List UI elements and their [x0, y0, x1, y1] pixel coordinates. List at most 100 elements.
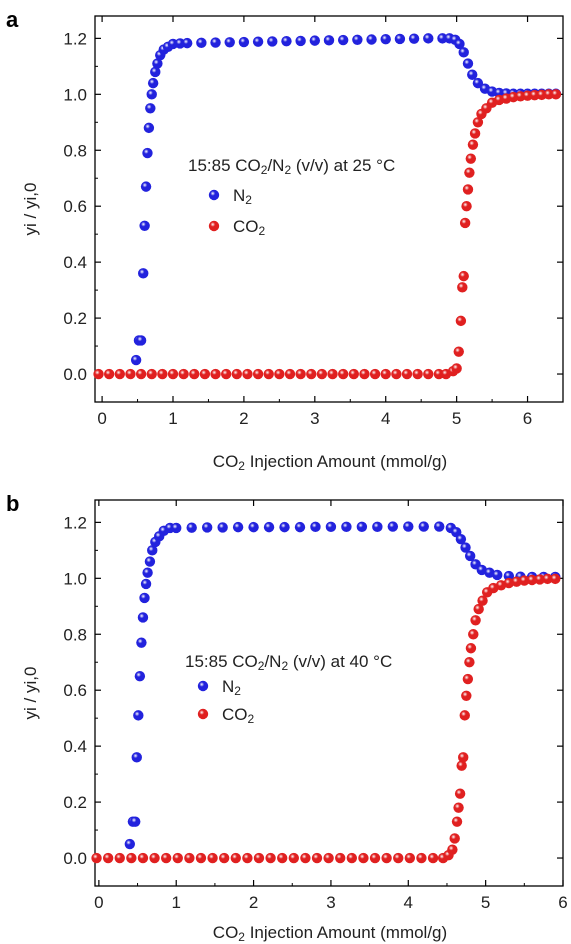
data-point-n2 — [124, 838, 136, 850]
data-point-n2 — [281, 35, 292, 47]
data-point-co2 — [114, 852, 125, 864]
data-point-n2 — [146, 89, 157, 100]
data-point-co2 — [457, 282, 468, 293]
panel-letter: b — [6, 491, 19, 516]
data-point-co2 — [125, 368, 136, 380]
text-run: Injection Amount (mmol/g) — [245, 452, 447, 471]
data-point-n2 — [186, 522, 197, 533]
subscript: 2 — [259, 224, 266, 238]
data-point-co2 — [189, 368, 200, 380]
y-tick-label: 0.2 — [63, 309, 87, 328]
data-point-co2 — [393, 852, 404, 864]
data-point-n2 — [147, 77, 159, 89]
data-point-co2 — [401, 368, 413, 380]
data-point-n2 — [130, 816, 141, 827]
data-point-n2 — [310, 521, 321, 533]
data-point-co2 — [146, 368, 157, 380]
data-point-n2 — [454, 38, 465, 50]
data-point-co2 — [451, 816, 463, 827]
data-point-co2 — [199, 368, 211, 380]
data-point-n2 — [352, 34, 363, 45]
data-point-co2 — [464, 167, 475, 178]
data-point-co2 — [404, 852, 416, 864]
data-point-co2 — [306, 368, 317, 380]
data-point-co2 — [263, 368, 274, 380]
data-point-n2 — [434, 521, 445, 532]
x-tick-label: 1 — [168, 409, 177, 428]
data-point-co2 — [465, 643, 477, 654]
series-co2 — [93, 89, 562, 380]
x-tick-label: 3 — [310, 409, 319, 428]
data-point-n2 — [252, 36, 264, 47]
x-tick-label: 0 — [97, 409, 106, 428]
text-run: CO — [213, 923, 239, 942]
data-point-co2 — [447, 844, 458, 855]
data-point-n2 — [133, 710, 144, 721]
data-point-n2 — [238, 36, 250, 48]
data-point-n2 — [142, 147, 153, 159]
y-tick-label: 1.0 — [63, 569, 87, 588]
text-run: N — [233, 186, 245, 205]
data-point-n2 — [462, 58, 474, 69]
data-point-n2 — [394, 33, 406, 45]
chart-panel-a: a0 1 2 3 4 5 60.00.20.40.60.81.01.215:85 CO2/N… — [6, 7, 564, 473]
text-run: CO — [222, 705, 248, 724]
data-point-co2 — [469, 128, 481, 139]
data-point-co2 — [467, 139, 479, 150]
y-tick-label: 0.8 — [63, 625, 87, 644]
data-point-co2 — [160, 852, 172, 864]
subscript: 2 — [261, 163, 268, 177]
x-tick-label: 5 — [481, 893, 490, 912]
data-point-co2 — [455, 315, 467, 327]
data-point-n2 — [138, 268, 149, 279]
text-run: (v/v) at 25 °C — [291, 156, 395, 175]
text-run: CO — [213, 452, 239, 471]
text-run: N — [222, 677, 234, 696]
data-point-n2 — [492, 569, 503, 581]
data-point-co2 — [93, 368, 104, 380]
data-point-n2 — [140, 181, 152, 192]
data-point-n2 — [201, 522, 213, 533]
series-n2 — [124, 521, 561, 850]
data-point-co2 — [470, 615, 481, 626]
data-point-co2 — [230, 852, 241, 864]
y-tick-label: 1.2 — [63, 29, 87, 48]
x-axis-title: CO2 Injection Amount (mmol/g) — [213, 452, 447, 473]
data-point-n2 — [341, 521, 352, 533]
data-point-n2 — [380, 34, 391, 45]
text-run: (v/v) at 40 °C — [288, 652, 392, 671]
data-point-n2 — [196, 37, 207, 49]
data-point-n2 — [387, 521, 399, 532]
data-point-co2 — [242, 852, 253, 864]
x-tick-label: 0 — [94, 893, 103, 912]
data-point-n2 — [135, 335, 147, 346]
data-point-co2 — [550, 573, 561, 585]
data-point-co2 — [274, 368, 285, 380]
data-point-n2 — [210, 37, 221, 48]
data-point-co2 — [465, 153, 477, 164]
data-point-co2 — [451, 363, 462, 374]
data-point-n2 — [131, 752, 142, 763]
legend-marker-n2 — [197, 680, 209, 692]
subscript: 2 — [238, 459, 245, 473]
data-point-co2 — [114, 368, 126, 380]
data-point-n2 — [130, 354, 142, 366]
data-point-co2 — [454, 788, 466, 799]
data-point-n2 — [171, 522, 182, 534]
x-tick-label: 2 — [239, 409, 248, 428]
text-run: 15:85 CO — [185, 652, 258, 671]
data-point-co2 — [277, 852, 288, 864]
y-tick-label: 0.6 — [63, 681, 87, 700]
text-run: Injection Amount (mmol/g) — [245, 923, 447, 942]
data-point-co2 — [503, 577, 515, 589]
data-point-n2 — [323, 35, 335, 46]
data-point-co2 — [137, 852, 149, 864]
data-point-n2 — [139, 220, 150, 231]
x-tick-label: 6 — [558, 893, 567, 912]
legend-marker-n2 — [208, 189, 220, 201]
data-point-n2 — [137, 612, 149, 623]
data-point-co2 — [218, 852, 230, 864]
data-point-co2 — [477, 595, 488, 606]
